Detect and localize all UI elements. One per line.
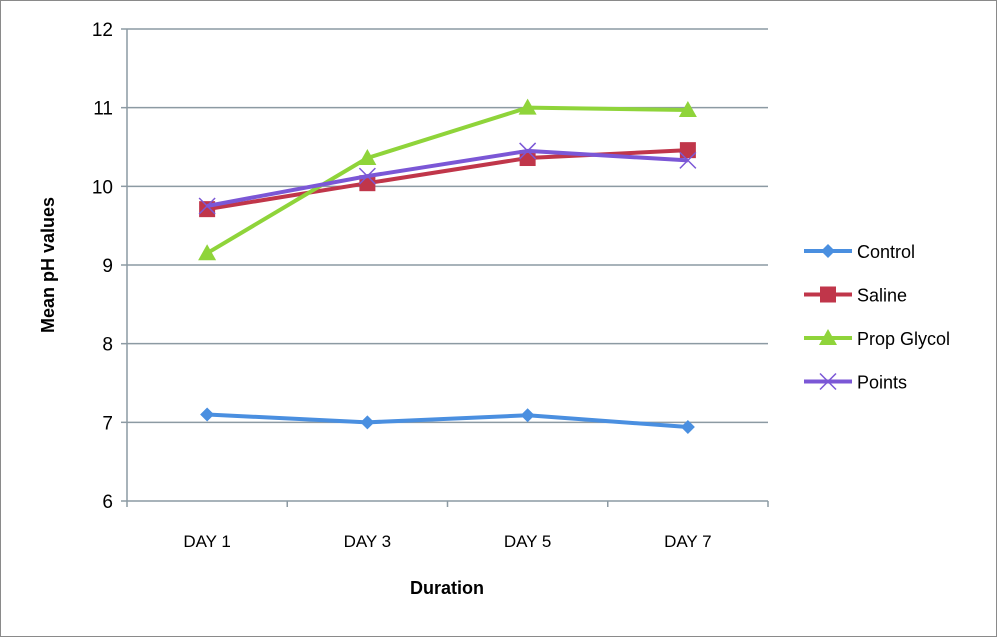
- legend-marker-prop-glycol: [819, 329, 837, 345]
- data-point-points: [679, 151, 697, 169]
- data-point-points: [198, 197, 216, 215]
- legend-label-control: Control: [857, 242, 915, 262]
- legend-marker-points: [819, 372, 837, 391]
- data-point-points: [519, 142, 537, 160]
- data-point-control: [680, 420, 695, 435]
- series-line-control: [207, 412, 689, 430]
- data-point-prop-glycol: [198, 244, 217, 261]
- data-point-control: [520, 408, 535, 423]
- y-tick-label: 11: [93, 99, 113, 120]
- data-point-prop-glycol: [358, 149, 377, 166]
- data-point-saline: [679, 142, 696, 159]
- series-line-saline: [206, 148, 688, 212]
- series-line-points: [206, 148, 688, 208]
- x-axis-title: Duration: [410, 578, 484, 598]
- legend-label-points: Points: [857, 373, 907, 393]
- x-tick-label: DAY 1: [183, 532, 231, 551]
- data-point-points: [358, 167, 376, 185]
- x-tick-label: DAY 3: [344, 532, 392, 551]
- legend-label-prop-glycol: Prop Glycol: [857, 329, 950, 349]
- x-tick-label: DAY 7: [664, 532, 712, 551]
- legend-label-saline: Saline: [857, 286, 907, 306]
- y-tick-label: 6: [102, 492, 113, 513]
- data-point-prop-glycol: [678, 101, 697, 118]
- y-tick-label: 8: [102, 335, 113, 356]
- y-tick-label: 7: [102, 413, 113, 434]
- data-point-control: [360, 415, 375, 430]
- y-tick-label: 12: [92, 20, 113, 41]
- series-line-prop-glycol: [206, 105, 688, 255]
- x-tick-label: DAY 5: [504, 532, 552, 551]
- y-tick-label: 10: [92, 177, 113, 198]
- legend-marker-saline: [820, 286, 836, 303]
- data-point-prop-glycol: [518, 98, 537, 115]
- legend-marker-control: [821, 244, 835, 258]
- y-axis-title: Mean pH values: [38, 197, 58, 333]
- data-point-control: [200, 407, 215, 422]
- y-tick-label: 9: [102, 256, 113, 277]
